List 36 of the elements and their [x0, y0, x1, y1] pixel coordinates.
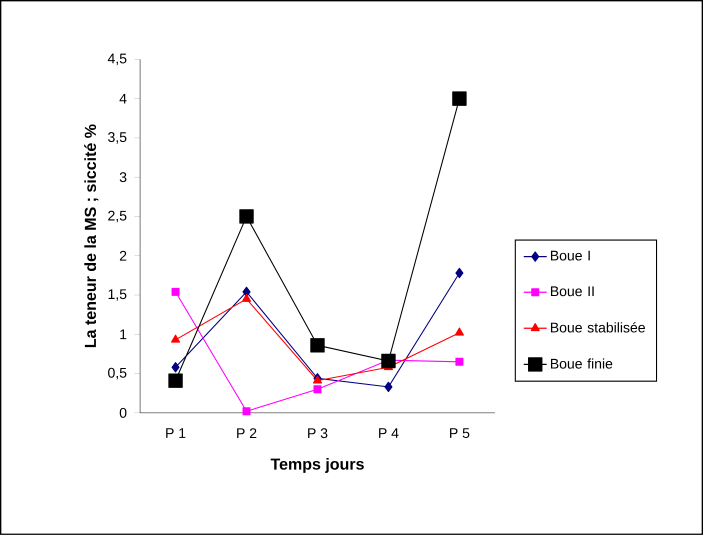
legend-label: Boue finie: [550, 358, 612, 369]
legend-label: Boue I: [550, 250, 590, 261]
point: [455, 268, 464, 278]
x-tick-label: P 3: [308, 428, 328, 438]
point: [313, 385, 322, 394]
point: [170, 334, 180, 343]
point: [172, 362, 180, 373]
point: [242, 294, 252, 302]
point: [381, 354, 396, 368]
legend-label: Boue II: [550, 286, 594, 296]
x-tick-label: P 2: [237, 428, 256, 438]
point: [172, 288, 180, 296]
y-tick-label: 4,5: [108, 54, 126, 66]
point: [452, 91, 467, 106]
point: [239, 209, 254, 224]
y-tick-label: 3: [120, 172, 126, 182]
y-tick-label: 1: [120, 330, 126, 340]
y-tick-label: 4: [120, 94, 127, 104]
x-tick-label: P 5: [450, 428, 470, 438]
y-tick-label: 1,5: [108, 289, 126, 301]
x-axis-title: Temps jours: [270, 458, 364, 473]
point: [454, 328, 464, 336]
point: [242, 407, 251, 416]
y-tick-label: 0: [120, 408, 126, 418]
y-tick-label: 3,5: [108, 132, 126, 144]
y-tick-label: 2: [120, 250, 126, 261]
y-tick-label: 0,5: [108, 368, 126, 380]
y-tick-label: 2,5: [108, 210, 126, 222]
point: [310, 338, 325, 353]
x-tick-label: P 4: [379, 428, 399, 438]
x-tick-label: P 1: [166, 428, 186, 438]
point: [455, 358, 464, 366]
point: [384, 382, 392, 392]
point: [168, 373, 183, 388]
legend-label: Boue stabilisée: [550, 322, 645, 333]
y-axis-title: La teneur de la MS ; siccité %: [84, 124, 98, 348]
